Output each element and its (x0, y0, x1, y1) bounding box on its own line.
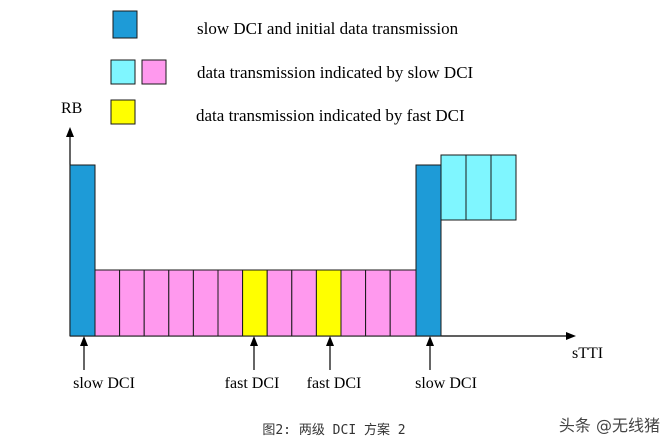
legend-item-slow-dci-data: data transmission indicated by slow DCI (110, 59, 474, 85)
block-slow-data (291, 269, 317, 337)
marker-slow-dci-1: slow DCI (73, 336, 135, 392)
legend-item-slow-dci-initial: slow DCI and initial data transmission (112, 10, 459, 39)
block-slow-data-cyan (490, 154, 517, 221)
block-fast-data-2 (315, 269, 342, 337)
block-fast-data-1 (242, 269, 268, 337)
block-slow-data (389, 269, 417, 337)
legend: slow DCI and initial data transmission d… (110, 10, 474, 125)
block-slow-data (143, 269, 170, 337)
x-axis-label: sTTI (572, 345, 603, 362)
marker-label: slow DCI (415, 375, 477, 392)
marker-label: fast DCI (307, 375, 362, 392)
block-slow-data (365, 269, 391, 337)
legend-swatch-pink (141, 59, 167, 85)
marker-label: slow DCI (73, 375, 135, 392)
markers: slow DCI fast DCI fast DCI slow DCI (73, 336, 477, 392)
legend-swatch-slow-dci (112, 10, 138, 39)
legend-swatch-yellow (110, 99, 136, 125)
block-slow-dci-2 (415, 164, 442, 337)
block-slow-data (266, 269, 293, 337)
figure-caption: 图2: 两级 DCI 方案 2 (262, 422, 405, 438)
block-slow-data (340, 269, 367, 337)
block-slow-data-cyan (465, 154, 492, 221)
block-slow-data (168, 269, 194, 337)
block-slow-data (217, 269, 244, 337)
legend-label-slow-dci-initial: slow DCI and initial data transmission (197, 19, 459, 38)
block-slow-data (94, 269, 121, 337)
watermark: 头条 @无线猪 (559, 416, 660, 435)
y-axis-label: RB (61, 100, 82, 117)
marker-fast-dci-2: fast DCI (307, 336, 362, 392)
marker-fast-dci-1: fast DCI (225, 336, 280, 392)
timeline (69, 154, 517, 337)
block-slow-dci-1 (69, 164, 96, 337)
marker-slow-dci-2: slow DCI (415, 336, 477, 392)
legend-swatch-cyan (110, 59, 136, 85)
marker-label: fast DCI (225, 375, 280, 392)
legend-label-slow-dci-data: data transmission indicated by slow DCI (197, 63, 474, 82)
legend-item-fast-dci-data: data transmission indicated by fast DCI (110, 99, 465, 125)
legend-label-fast-dci-data: data transmission indicated by fast DCI (196, 106, 465, 125)
block-slow-data (192, 269, 219, 337)
block-slow-data-cyan (440, 154, 467, 221)
block-slow-data (119, 269, 145, 337)
